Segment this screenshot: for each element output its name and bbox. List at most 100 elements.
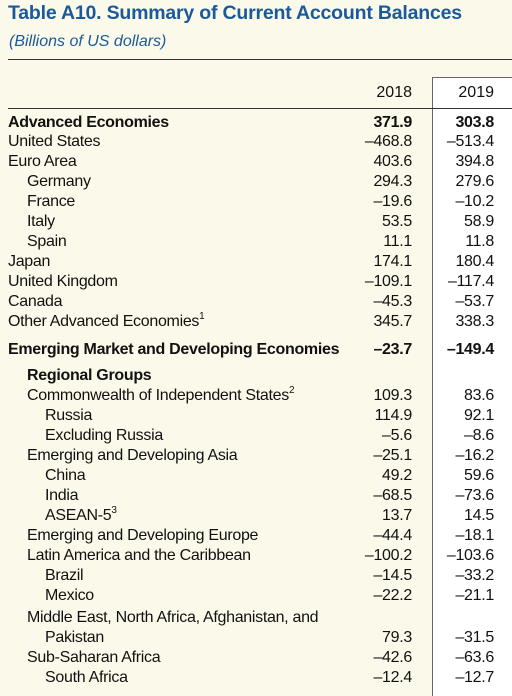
value-2019: –8.6 [464, 427, 494, 444]
table-row: Sub-Saharan Africa –42.6 –63.6 [0, 648, 512, 668]
value-2019: –53.7 [455, 293, 494, 310]
row-label: Emerging Market and Developing Economies [8, 340, 340, 360]
value-2019: 303.8 [455, 114, 494, 131]
table-row: Emerging and Developing Europe –44.4 –18.1 [0, 526, 512, 546]
column-header-2018: 2018 [376, 84, 412, 101]
value-2019: 14.5 [464, 507, 494, 524]
row-label-text: Emerging and Developing Europe [27, 527, 259, 544]
value-2018: –25.1 [373, 447, 412, 464]
row-label-text: Other Advanced Economies [8, 313, 200, 330]
value-2018: 53.5 [382, 213, 412, 230]
table-row: United Kingdom –109.1 –117.4 [0, 272, 512, 292]
value-2019: –73.6 [455, 487, 494, 504]
row-label: United States [8, 132, 100, 152]
table-row: France –19.6 –10.2 [0, 192, 512, 212]
table-row: Euro Area 403.6 394.8 [0, 152, 512, 172]
row-label-text: Excluding Russia [45, 427, 163, 444]
value-2018: –68.5 [373, 487, 412, 504]
row-label: Other Advanced Economies1 [8, 311, 205, 332]
value-2018: 371.9 [373, 114, 412, 131]
row-label: Excluding Russia [45, 426, 163, 446]
row-label-text: Regional Groups [27, 367, 152, 384]
row-label-text: Italy [27, 213, 55, 230]
row-label: Canada [8, 292, 63, 312]
value-2019: 279.6 [455, 173, 494, 190]
value-2019: 338.3 [455, 313, 494, 330]
header-rule [8, 108, 512, 109]
value-2019: 180.4 [455, 253, 494, 270]
column-header-2019: 2019 [458, 84, 494, 101]
row-label-text: Commonwealth of Independent States [27, 387, 289, 404]
row-label: Germany [27, 172, 91, 192]
value-2018: –42.6 [373, 649, 412, 666]
value-2019: –10.2 [455, 193, 494, 210]
value-2018: 109.3 [373, 387, 412, 404]
value-2019: –31.5 [455, 629, 494, 646]
row-label-text: Russia [45, 407, 93, 424]
table-row: China 49.2 59.6 [0, 466, 512, 486]
row-label-text: France [27, 193, 75, 210]
table-title: Table A10. Summary of Current Account Ba… [8, 2, 462, 24]
value-2018: –45.3 [373, 293, 412, 310]
table-row: Middle East, North Africa, Afghanistan, … [0, 608, 512, 628]
row-label: Spain [27, 232, 67, 252]
table-row: Brazil –14.5 –33.2 [0, 566, 512, 586]
row-label: South Africa [45, 668, 128, 688]
value-2018: –100.2 [364, 547, 412, 564]
row-label: Japan [8, 252, 50, 272]
table-subtitle: (Billions of US dollars) [9, 33, 167, 50]
value-2018: –468.8 [364, 133, 412, 150]
row-label-text: India [45, 487, 79, 504]
row-label-text: Pakistan [45, 629, 104, 646]
row-label-text: ASEAN-5 [45, 507, 112, 524]
value-2018: 49.2 [382, 467, 412, 484]
value-2019: –117.4 [448, 273, 494, 290]
table-row: Russia 114.9 92.1 [0, 406, 512, 426]
value-2018: –23.7 [373, 341, 412, 358]
table-row: India –68.5 –73.6 [0, 486, 512, 506]
row-label: India [45, 486, 79, 506]
table-row: South Africa –12.4 –12.7 [0, 668, 512, 688]
row-label: Russia [45, 406, 92, 426]
row-label-text: Emerging Market and Developing Economies [8, 341, 340, 358]
value-2019: –12.7 [455, 669, 494, 686]
table-row: Germany 294.3 279.6 [0, 172, 512, 192]
row-label: Brazil [45, 566, 84, 586]
value-2019: 11.8 [465, 233, 494, 250]
row-label-text: United States [8, 133, 101, 150]
value-2019: –21.1 [455, 587, 494, 604]
table-row: Emerging and Developing Asia –25.1 –16.2 [0, 446, 512, 466]
table-row: Spain 11.1 11.8 [0, 232, 512, 252]
value-2018: –12.4 [373, 669, 412, 686]
table-row: Pakistan 79.3 –31.5 [0, 628, 512, 648]
row-label: Latin America and the Caribbean [27, 546, 251, 566]
value-2019: 59.6 [464, 467, 494, 484]
row-label: United Kingdom [8, 272, 118, 292]
row-label-text: Middle East, North Africa, Afghanistan, … [27, 609, 319, 626]
value-2018: –14.5 [373, 567, 412, 584]
row-label: Mexico [45, 586, 94, 606]
row-label-text: Advanced Economies [8, 114, 169, 131]
value-2018: 345.7 [373, 313, 412, 330]
row-label-text: Brazil [45, 567, 84, 584]
column-2019-highlight [432, 77, 512, 696]
value-2019: 92.1 [464, 407, 494, 424]
table-row: Mexico –22.2 –21.1 [0, 586, 512, 606]
row-label-text: United Kingdom [8, 273, 118, 290]
row-label: Emerging and Developing Asia [27, 446, 238, 466]
table-row: Emerging Market and Developing Economies… [0, 340, 512, 360]
footnote-marker: 1 [199, 311, 205, 322]
table-row: Other Advanced Economies1 345.7 338.3 [0, 312, 512, 332]
value-2018: –5.6 [382, 427, 412, 444]
row-label-text: South Africa [45, 669, 128, 686]
table-row: Commonwealth of Independent States2 109.3… [0, 386, 512, 406]
value-2019: –149.4 [446, 341, 494, 358]
value-2019: –513.4 [446, 133, 494, 150]
value-2018: 403.6 [373, 153, 412, 170]
top-rule [8, 59, 512, 60]
table-row: United States –468.8 –513.4 [0, 132, 512, 152]
row-label-text: Euro Area [8, 153, 77, 170]
table-row: Italy 53.5 58.9 [0, 212, 512, 232]
row-label: Commonwealth of Independent States2 [27, 386, 295, 406]
value-2018: 294.3 [373, 173, 412, 190]
